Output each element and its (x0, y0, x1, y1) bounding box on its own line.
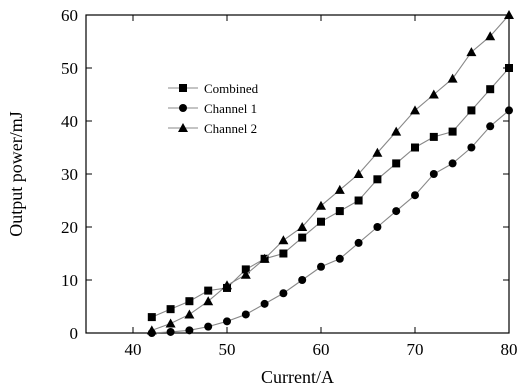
y-tick-label: 60 (61, 6, 78, 25)
data-point (334, 184, 345, 194)
legend-marker (178, 123, 188, 132)
data-point (203, 296, 214, 306)
y-tick-label: 0 (70, 324, 79, 343)
data-point (391, 126, 402, 136)
data-point (373, 223, 382, 231)
data-point (297, 222, 308, 231)
y-tick-label: 50 (61, 59, 78, 78)
data-point (410, 105, 420, 115)
data-point (505, 106, 513, 115)
data-point (411, 143, 419, 152)
data-point (260, 299, 269, 308)
data-point (485, 31, 496, 41)
legend: Combined Channel 1 Channel 2 (168, 81, 259, 136)
data-point (317, 262, 325, 271)
plot-frame (85, 14, 510, 334)
data-point (466, 47, 477, 57)
legend-marker (179, 104, 187, 112)
series-line (151, 14, 510, 331)
x-axis-title: Current/A (261, 367, 334, 387)
axis-ticks: 40 50 60 70 80 0 10 20 30 40 50 60 (61, 6, 518, 359)
data-point (354, 196, 363, 205)
data-point (146, 325, 157, 335)
data-point (166, 305, 175, 314)
data-point (392, 207, 401, 216)
data-point (185, 326, 194, 335)
series-combined (147, 64, 513, 322)
data-point (392, 159, 401, 168)
series-line (151, 109, 510, 334)
series-channel-1 (147, 106, 513, 337)
data-point (467, 143, 476, 152)
y-tick-label: 30 (61, 165, 78, 184)
y-axis-title: Output power/mJ (6, 111, 26, 237)
data-point (316, 200, 326, 210)
data-point (185, 297, 194, 306)
data-point (165, 318, 176, 328)
y-tick-label: 10 (61, 271, 78, 290)
data-point (204, 322, 213, 331)
data-point (241, 265, 250, 274)
data-point (428, 89, 439, 99)
data-point (259, 253, 270, 263)
x-tick-label: 40 (125, 340, 142, 359)
x-tick-label: 50 (219, 340, 236, 359)
data-point (504, 10, 514, 19)
data-point (353, 169, 364, 178)
data-point (240, 269, 251, 279)
data-point (467, 106, 476, 115)
data-point (222, 280, 232, 290)
y-tick-label: 20 (61, 218, 78, 237)
data-point (372, 147, 383, 157)
data-point (448, 159, 457, 168)
data-point (317, 217, 325, 226)
legend-label: Combined (204, 81, 259, 96)
data-point (354, 238, 363, 247)
data-point (223, 317, 231, 326)
legend-label: Channel 2 (204, 121, 257, 136)
series-layer (146, 10, 514, 337)
x-tick-label: 60 (313, 340, 330, 359)
data-point (298, 233, 307, 242)
data-point (486, 85, 495, 94)
data-point (335, 254, 344, 263)
data-point (429, 170, 438, 178)
data-point (166, 327, 175, 336)
y-tick-label: 40 (61, 112, 78, 131)
data-point (447, 73, 458, 83)
x-tick-label: 80 (501, 340, 518, 359)
legend-label: Channel 1 (204, 101, 257, 116)
series-channel-2 (146, 10, 514, 335)
data-point (486, 122, 495, 131)
data-point (298, 276, 307, 284)
data-point (147, 313, 156, 322)
data-point (335, 207, 344, 216)
data-point (429, 132, 438, 141)
legend-marker (179, 84, 187, 92)
data-point (278, 235, 289, 245)
data-point (373, 175, 382, 184)
data-point (279, 289, 288, 298)
data-point (184, 309, 195, 319)
data-point (448, 127, 457, 136)
data-point (411, 191, 419, 200)
data-point (279, 249, 288, 258)
x-tick-label: 70 (407, 340, 424, 359)
data-point (204, 286, 213, 295)
data-point (505, 64, 513, 72)
data-point (241, 310, 250, 319)
